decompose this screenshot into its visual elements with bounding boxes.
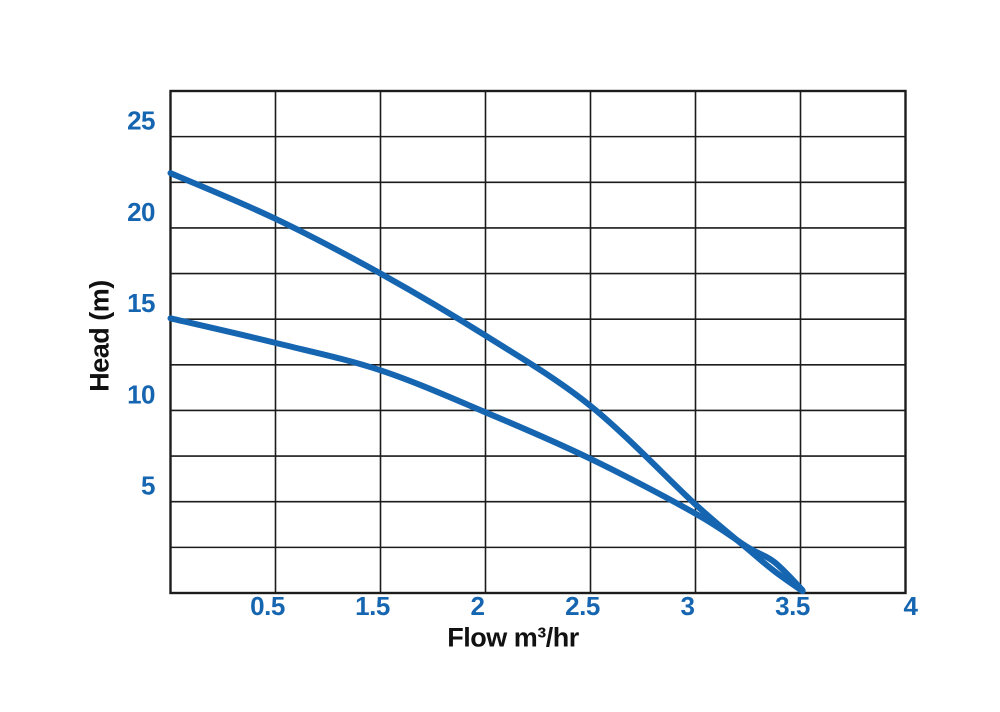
y-tick-label: 15 xyxy=(127,288,155,318)
y-tick-label: 10 xyxy=(127,379,155,409)
pump-curve-upper xyxy=(167,170,806,595)
x-tick-label: 4 xyxy=(904,591,919,621)
y-axis-title: Head (m) xyxy=(84,280,115,392)
y-tick-label: 20 xyxy=(127,197,155,227)
x-tick-label: 1.5 xyxy=(355,591,390,621)
x-tick-label: 2.5 xyxy=(565,591,600,621)
x-tick-label: 2 xyxy=(471,591,485,621)
x-tick-label: 3.5 xyxy=(775,591,810,621)
x-tick-label: 0.5 xyxy=(250,591,285,621)
x-axis-title: Flow m³/hr xyxy=(447,622,579,653)
y-tick-label: 5 xyxy=(141,471,155,501)
pump-curve-lower xyxy=(167,315,806,594)
y-tick-label: 25 xyxy=(127,106,155,136)
plot-border xyxy=(169,89,907,595)
x-tick-label: 3 xyxy=(681,591,695,621)
